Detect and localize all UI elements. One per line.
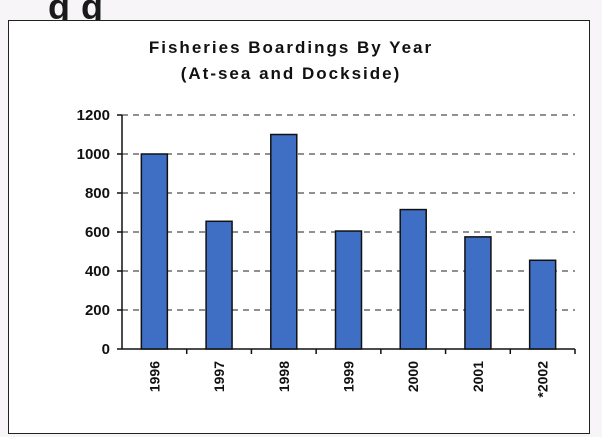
bar <box>270 133 298 350</box>
bar <box>334 230 363 350</box>
bar <box>205 220 233 350</box>
y-tick-label: 1200 <box>77 107 110 124</box>
y-tick-label: 800 <box>85 185 110 202</box>
x-tick-label: 1998 <box>276 361 292 392</box>
x-tick-label: *2002 <box>535 361 551 398</box>
chart-subtitle: (At-sea and Dockside) <box>180 64 402 83</box>
y-tick-label: 0 <box>102 341 110 358</box>
bar <box>399 208 427 350</box>
chart-frame <box>8 20 590 434</box>
y-tick-label: 600 <box>85 224 110 241</box>
y-tick-label: 400 <box>85 263 110 280</box>
x-tick-label: 1999 <box>341 361 357 392</box>
bar <box>140 153 169 350</box>
x-tick-label: 1996 <box>146 361 162 392</box>
bar <box>528 259 557 350</box>
x-tick-label: 2000 <box>405 361 421 392</box>
x-tick-label: 1997 <box>211 361 227 392</box>
chart-title: Fisheries Boardings By Year <box>148 38 434 57</box>
y-tick-label: 200 <box>85 302 110 319</box>
y-tick-label: 1000 <box>77 146 110 163</box>
x-tick-label: 2001 <box>470 361 486 392</box>
bar <box>464 236 492 350</box>
